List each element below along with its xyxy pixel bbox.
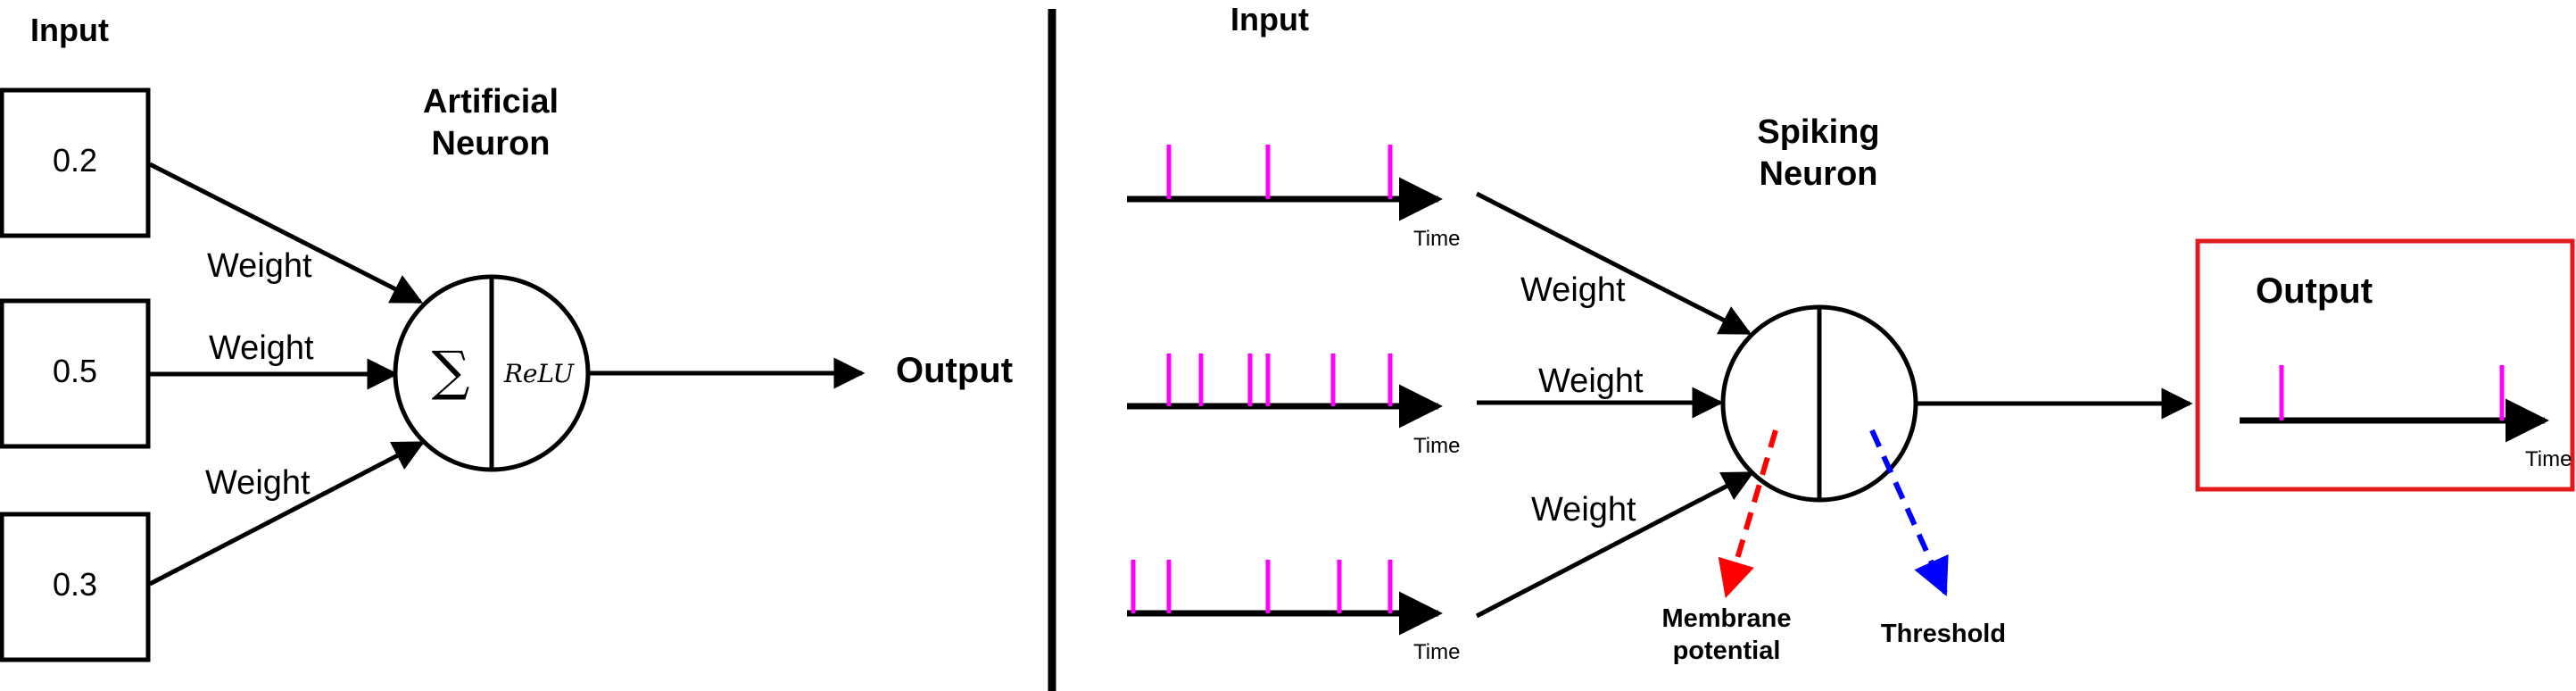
- left-weight-label-2: Weight: [209, 329, 314, 367]
- spike-train-2: [1127, 354, 1443, 429]
- artificial-neuron-title-line2: Neuron: [432, 125, 551, 162]
- time-label-1: Time: [1413, 227, 1460, 251]
- input-box-2: [0, 298, 151, 449]
- artificial-neuron-title-line1: Artificial: [423, 83, 559, 121]
- left-weight-arrow-3: [148, 440, 426, 587]
- left-input-header: Input: [30, 12, 109, 48]
- right-weight-label-2: Weight: [1538, 362, 1644, 400]
- threshold-label: Threshold: [1881, 620, 2006, 648]
- spiking-neuron-title-line2: Neuron: [1760, 155, 1878, 193]
- left-weight-arrow-1: [148, 162, 424, 304]
- output-box: [2195, 238, 2575, 492]
- membrane-label-line1: Membrane: [1661, 604, 1791, 633]
- input-value-3: 0.3: [53, 566, 97, 603]
- spike-train-3: [1127, 560, 1443, 636]
- input-value-1: 0.2: [53, 142, 97, 179]
- left-weight-label-3: Weight: [205, 464, 311, 502]
- spike-train-1: [1127, 145, 1443, 221]
- left-output-label: Output: [896, 351, 1013, 390]
- output-time-label: Time: [2525, 447, 2572, 471]
- left-weight-label-1: Weight: [207, 247, 312, 285]
- membrane-label-line2: potential: [1673, 637, 1781, 665]
- input-box-3: [0, 512, 151, 662]
- sum-symbol: ∑: [432, 340, 470, 403]
- right-input-header: Input: [1230, 1, 1309, 37]
- output-box-header: Output: [2256, 271, 2373, 311]
- time-label-3: Time: [1413, 640, 1460, 664]
- right-weight-arrow-3: [1475, 470, 1755, 619]
- input-value-2: 0.5: [53, 353, 97, 389]
- output-spike-train: [2240, 365, 2549, 443]
- relu-label: ReLU: [503, 359, 576, 388]
- membrane-potential-arrow: [1718, 429, 1778, 599]
- right-weight-label-1: Weight: [1520, 271, 1626, 309]
- time-label-2: Time: [1413, 434, 1460, 458]
- input-box-1: [0, 87, 151, 238]
- right-weight-label-3: Weight: [1531, 491, 1636, 529]
- right-weight-arrow-1: [1475, 191, 1752, 336]
- threshold-arrow: [1869, 429, 1949, 596]
- spiking-neuron-title-line1: Spiking: [1757, 113, 1879, 151]
